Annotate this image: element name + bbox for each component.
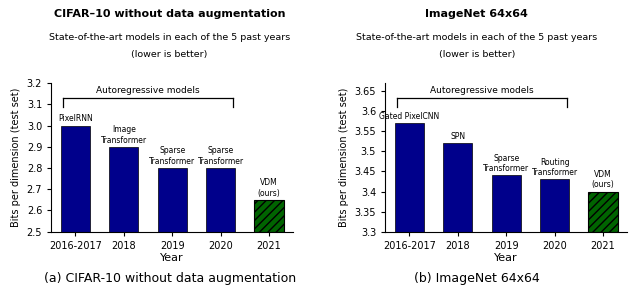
Text: VDM
(ours): VDM (ours) <box>258 178 280 198</box>
X-axis label: Year: Year <box>494 253 518 263</box>
Bar <box>109 147 138 232</box>
Bar <box>588 192 618 232</box>
Text: ImageNet 64x64: ImageNet 64x64 <box>426 9 528 19</box>
Text: Sparse
Transformer: Sparse Transformer <box>149 146 195 166</box>
Bar <box>492 176 521 232</box>
Y-axis label: Bits per dimension (test set): Bits per dimension (test set) <box>339 88 349 227</box>
Bar <box>540 179 569 232</box>
Text: Autoregressive models: Autoregressive models <box>430 86 534 95</box>
Text: (b) ImageNet 64x64: (b) ImageNet 64x64 <box>414 272 540 285</box>
Bar <box>157 168 187 232</box>
Text: CIFAR–10 without data augmentation: CIFAR–10 without data augmentation <box>54 9 285 19</box>
Y-axis label: Bits per dimension (test set): Bits per dimension (test set) <box>11 88 21 227</box>
Text: (a) CIFAR-10 without data augmentation: (a) CIFAR-10 without data augmentation <box>44 272 296 285</box>
Text: Autoregressive models: Autoregressive models <box>96 86 200 95</box>
Text: SPN: SPN <box>450 132 465 141</box>
Text: Image
Transformer: Image Transformer <box>100 125 147 145</box>
Text: (lower is better): (lower is better) <box>131 50 208 59</box>
Bar <box>444 143 472 232</box>
Text: State-of-the-art models in each of the 5 past years: State-of-the-art models in each of the 5… <box>49 33 290 42</box>
Text: Gated PixelCNN: Gated PixelCNN <box>380 112 440 121</box>
X-axis label: Year: Year <box>161 253 184 263</box>
Bar <box>206 168 235 232</box>
Bar <box>61 126 90 232</box>
Text: Sparse
Transformer: Sparse Transformer <box>198 146 244 166</box>
Text: State-of-the-art models in each of the 5 past years: State-of-the-art models in each of the 5… <box>356 33 597 42</box>
Bar <box>255 200 284 232</box>
Text: VDM
(ours): VDM (ours) <box>591 170 614 189</box>
Text: (lower is better): (lower is better) <box>438 50 515 59</box>
Text: Routing
Transformer: Routing Transformer <box>532 158 578 177</box>
Text: Sparse
Transformer: Sparse Transformer <box>483 154 529 173</box>
Bar <box>395 123 424 232</box>
Text: PixelRNN: PixelRNN <box>58 114 93 123</box>
